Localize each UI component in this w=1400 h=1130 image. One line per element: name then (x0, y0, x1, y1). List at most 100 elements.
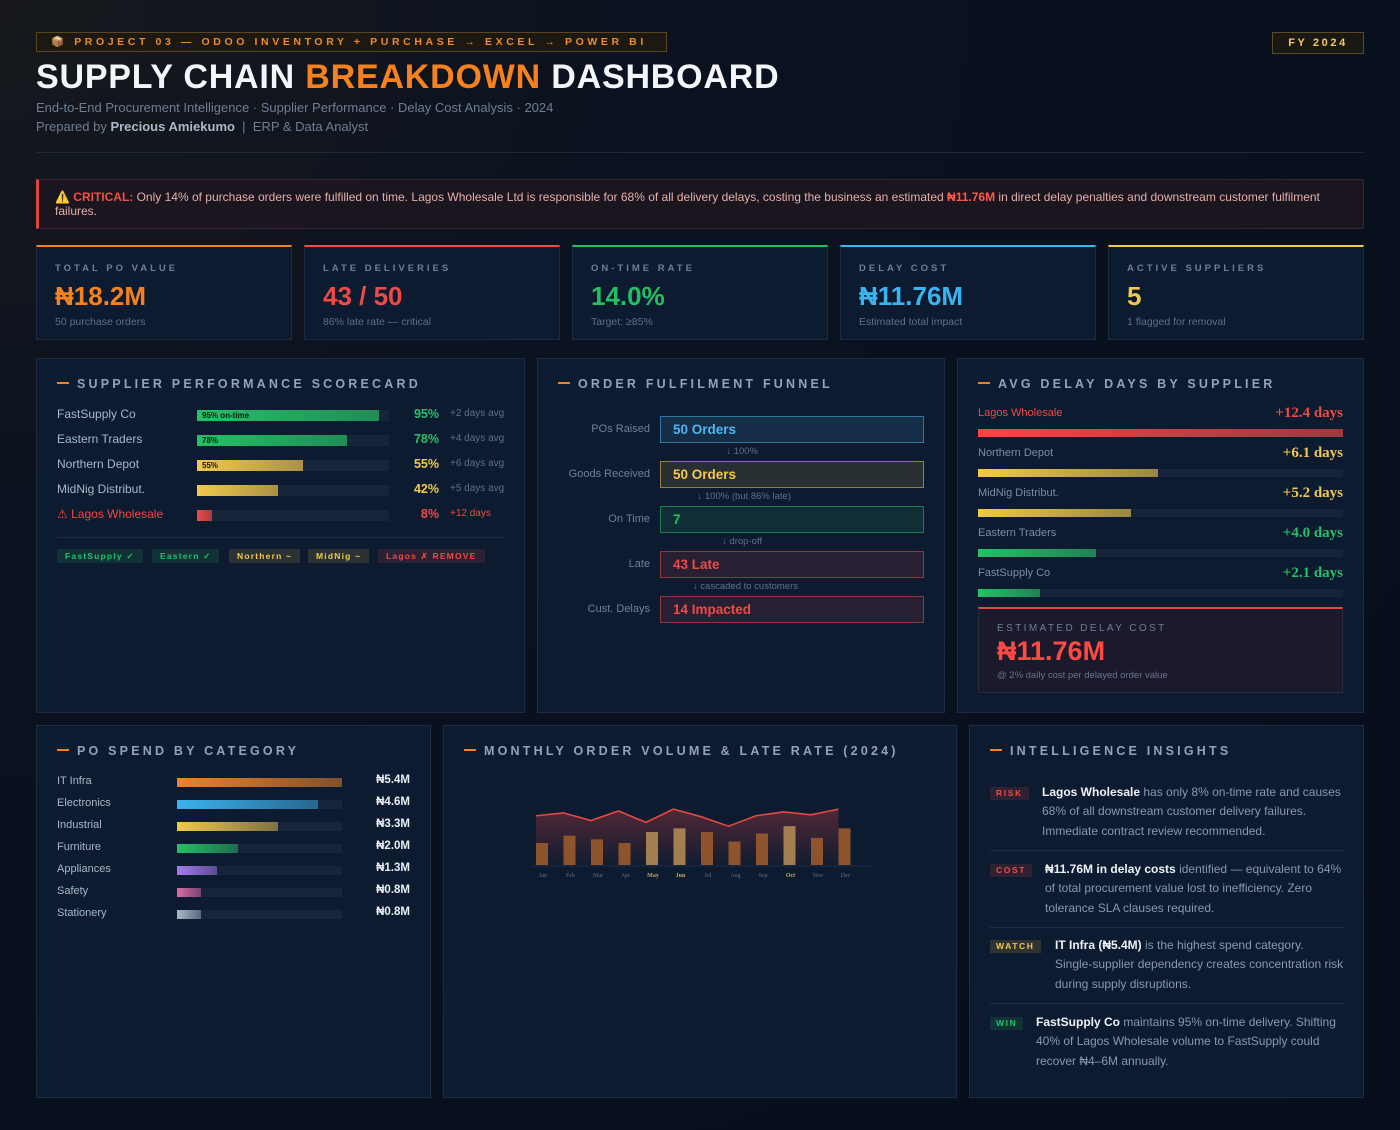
month-bar (838, 828, 851, 865)
insight-item: WIN FastSupply Co maintains 95% on-time d… (990, 1013, 1344, 1073)
spend-bar-fill (177, 800, 318, 809)
ontime-percent: 8% (420, 507, 439, 521)
insight-divider (990, 1003, 1344, 1004)
ontime-bar-fill (197, 485, 278, 496)
delay-supplier-name: Lagos Wholesale (978, 407, 1063, 419)
month-bar (783, 826, 796, 865)
delay-bar-fill (978, 469, 1158, 477)
delay-supplier-name: Eastern Traders (978, 527, 1057, 539)
delay-bar-fill (978, 589, 1040, 597)
funnel-note: ↓ 100% (726, 446, 758, 457)
alert-text-before: Only 14% of purchase orders were fulfill… (133, 190, 948, 204)
spend-bar-fill (177, 910, 202, 919)
funnel-stage-box: 50 Orders (660, 416, 924, 443)
kpi-card: TOTAL PO VALUE ₦18.2M 50 purchase orders (36, 245, 292, 340)
ontime-bar-fill: 95% on-time (197, 410, 380, 421)
monthly-title: MONTHLY ORDER VOLUME & LATE RATE (2024) (464, 744, 899, 758)
kpi-sub: Estimated total impact (859, 316, 963, 328)
kpi-label: ACTIVE SUPPLIERS (1127, 263, 1267, 274)
month-bar (618, 843, 631, 865)
delay-bar-fill (978, 429, 1343, 437)
category-name: Safety (57, 885, 89, 897)
funnel-title: ORDER FULFILMENT FUNNEL (558, 377, 833, 391)
category-name: Industrial (57, 819, 102, 831)
insight-lead: Lagos Wholesale (1042, 785, 1141, 799)
kpi-value: ₦18.2M (55, 281, 147, 311)
kpi-label: DELAY COST (859, 263, 950, 274)
supplier-name: MidNig Distribut. (57, 482, 146, 496)
month-tick-label: Jun (676, 873, 686, 879)
avg-delay-days: +4 days avg (450, 433, 505, 444)
ontime-bar-fill (197, 510, 213, 521)
spend-bar-track (177, 778, 342, 787)
delay-supplier-name: FastSupply Co (978, 567, 1051, 579)
spend-title: PO SPEND BY CATEGORY (57, 744, 299, 758)
delay-days-value: +2.1 days (1282, 565, 1343, 581)
kpi-label: LATE DELIVERIES (323, 263, 452, 274)
month-bar (728, 841, 741, 865)
scorecard-row: Northern Depot 55% 55% +6 days avg (57, 457, 507, 473)
month-tick-label: Jan (539, 873, 547, 879)
funnel-stage-label: On Time (608, 513, 650, 525)
funnel-stage-box: 43 Late (660, 551, 924, 578)
category-spend-value: ₦0.8M (376, 884, 410, 896)
insight-text: IT Infra (₦5.4M) is the highest spend ca… (1055, 936, 1344, 994)
funnel-stage-label: Late (628, 558, 650, 570)
delay-supplier-name: MidNig Distribut. (978, 487, 1059, 499)
estimate-value: ₦11.76M (997, 636, 1106, 666)
prepared-prefix: Prepared by (36, 119, 111, 134)
funnel-note: ↓ cascaded to customers (692, 581, 798, 592)
spend-panel: PO SPEND BY CATEGORY IT Infra ₦5.4M Electr… (36, 725, 431, 1098)
category-name: Furniture (57, 841, 102, 853)
header-divider (36, 152, 1364, 153)
month-bar (536, 843, 548, 865)
month-bar (563, 835, 576, 865)
month-bar (646, 832, 658, 865)
ontime-bar-fill: 78% (197, 435, 347, 446)
month-tick-label: Feb (566, 873, 575, 879)
funnel-stage-box: 50 Orders (660, 461, 924, 488)
avg-delay-days: +2 days avg (450, 408, 505, 419)
kpi-value: 14.0% (591, 281, 665, 311)
ontime-bar-track: 95% on-time (197, 410, 389, 421)
delay-bar-track (978, 469, 1343, 477)
author-role: | ERP & Data Analyst (234, 119, 369, 134)
delay-bar-track (978, 589, 1343, 597)
alert-money: ₦11.76M (947, 190, 996, 204)
ontime-percent: 42% (413, 482, 439, 496)
category-spend-value: ₦3.3M (376, 818, 410, 830)
late-rate-line (535, 808, 839, 828)
insight-item: RISK Lagos Wholesale has only 8% on-time … (990, 783, 1344, 843)
delay-days-value: +5.2 days (1282, 485, 1343, 501)
funnel-panel: ORDER FULFILMENT FUNNEL POs Raised 50 Ord… (537, 358, 945, 713)
ontime-percent: 78% (413, 432, 439, 446)
spend-bar-track (177, 822, 342, 831)
delay-title: AVG DELAY DAYS BY SUPPLIER (978, 377, 1275, 391)
alert-label: ⚠️ CRITICAL: (55, 190, 134, 204)
spend-bar-track (177, 800, 342, 809)
month-tick-label: Jul (704, 873, 711, 879)
supplier-status-badge: Northern ~ (229, 549, 301, 563)
page-subtitle: End-to-End Procurement Intelligence · Su… (36, 100, 554, 115)
delay-bar-track (978, 429, 1343, 437)
insight-body: identified — equivalent to 64% of total … (1045, 862, 1342, 915)
scorecard-title: SUPPLIER PERFORMANCE SCORECARD (57, 377, 421, 391)
estimated-delay-cost-card: ESTIMATED DELAY COST ₦11.76M @ 2% daily … (978, 607, 1343, 693)
ontime-bar-track (197, 485, 389, 496)
month-bar (756, 833, 768, 865)
spend-bar-fill (177, 866, 217, 875)
page-title: SUPPLY CHAIN BREAKDOWN DASHBOARD (36, 58, 779, 97)
delay-panel: AVG DELAY DAYS BY SUPPLIER Lagos Wholesa… (957, 358, 1364, 713)
month-tick-label: Oct (786, 873, 795, 879)
category-name: Electronics (57, 797, 111, 809)
insight-lead: ₦11.76M in delay costs (1045, 862, 1176, 876)
funnel-stage-label: Cust. Delays (587, 603, 650, 615)
alert-text-after: in direct delay penalties and downstream… (55, 190, 1320, 218)
insight-item: COST ₦11.76M in delay costs identified — … (990, 860, 1344, 920)
insight-tag: WATCH (990, 940, 1041, 953)
funnel-stage-box: 14 Impacted (660, 596, 924, 623)
category-spend-value: ₦4.6M (376, 796, 410, 808)
delay-bar-track (978, 549, 1343, 557)
spend-bar-fill (177, 778, 342, 787)
insights-panel: INTELLIGENCE INSIGHTS RISK Lagos Wholesal… (969, 725, 1364, 1098)
